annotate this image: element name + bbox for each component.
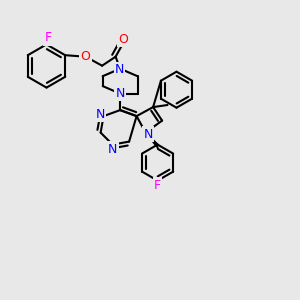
Text: O: O [118, 33, 128, 46]
Text: F: F [154, 178, 161, 192]
Text: N: N [115, 63, 124, 76]
Text: O: O [81, 50, 91, 63]
Text: N: N [108, 142, 117, 156]
Text: N: N [116, 87, 125, 100]
Text: F: F [44, 31, 52, 44]
Text: N: N [95, 108, 105, 121]
Text: N: N [143, 128, 153, 141]
